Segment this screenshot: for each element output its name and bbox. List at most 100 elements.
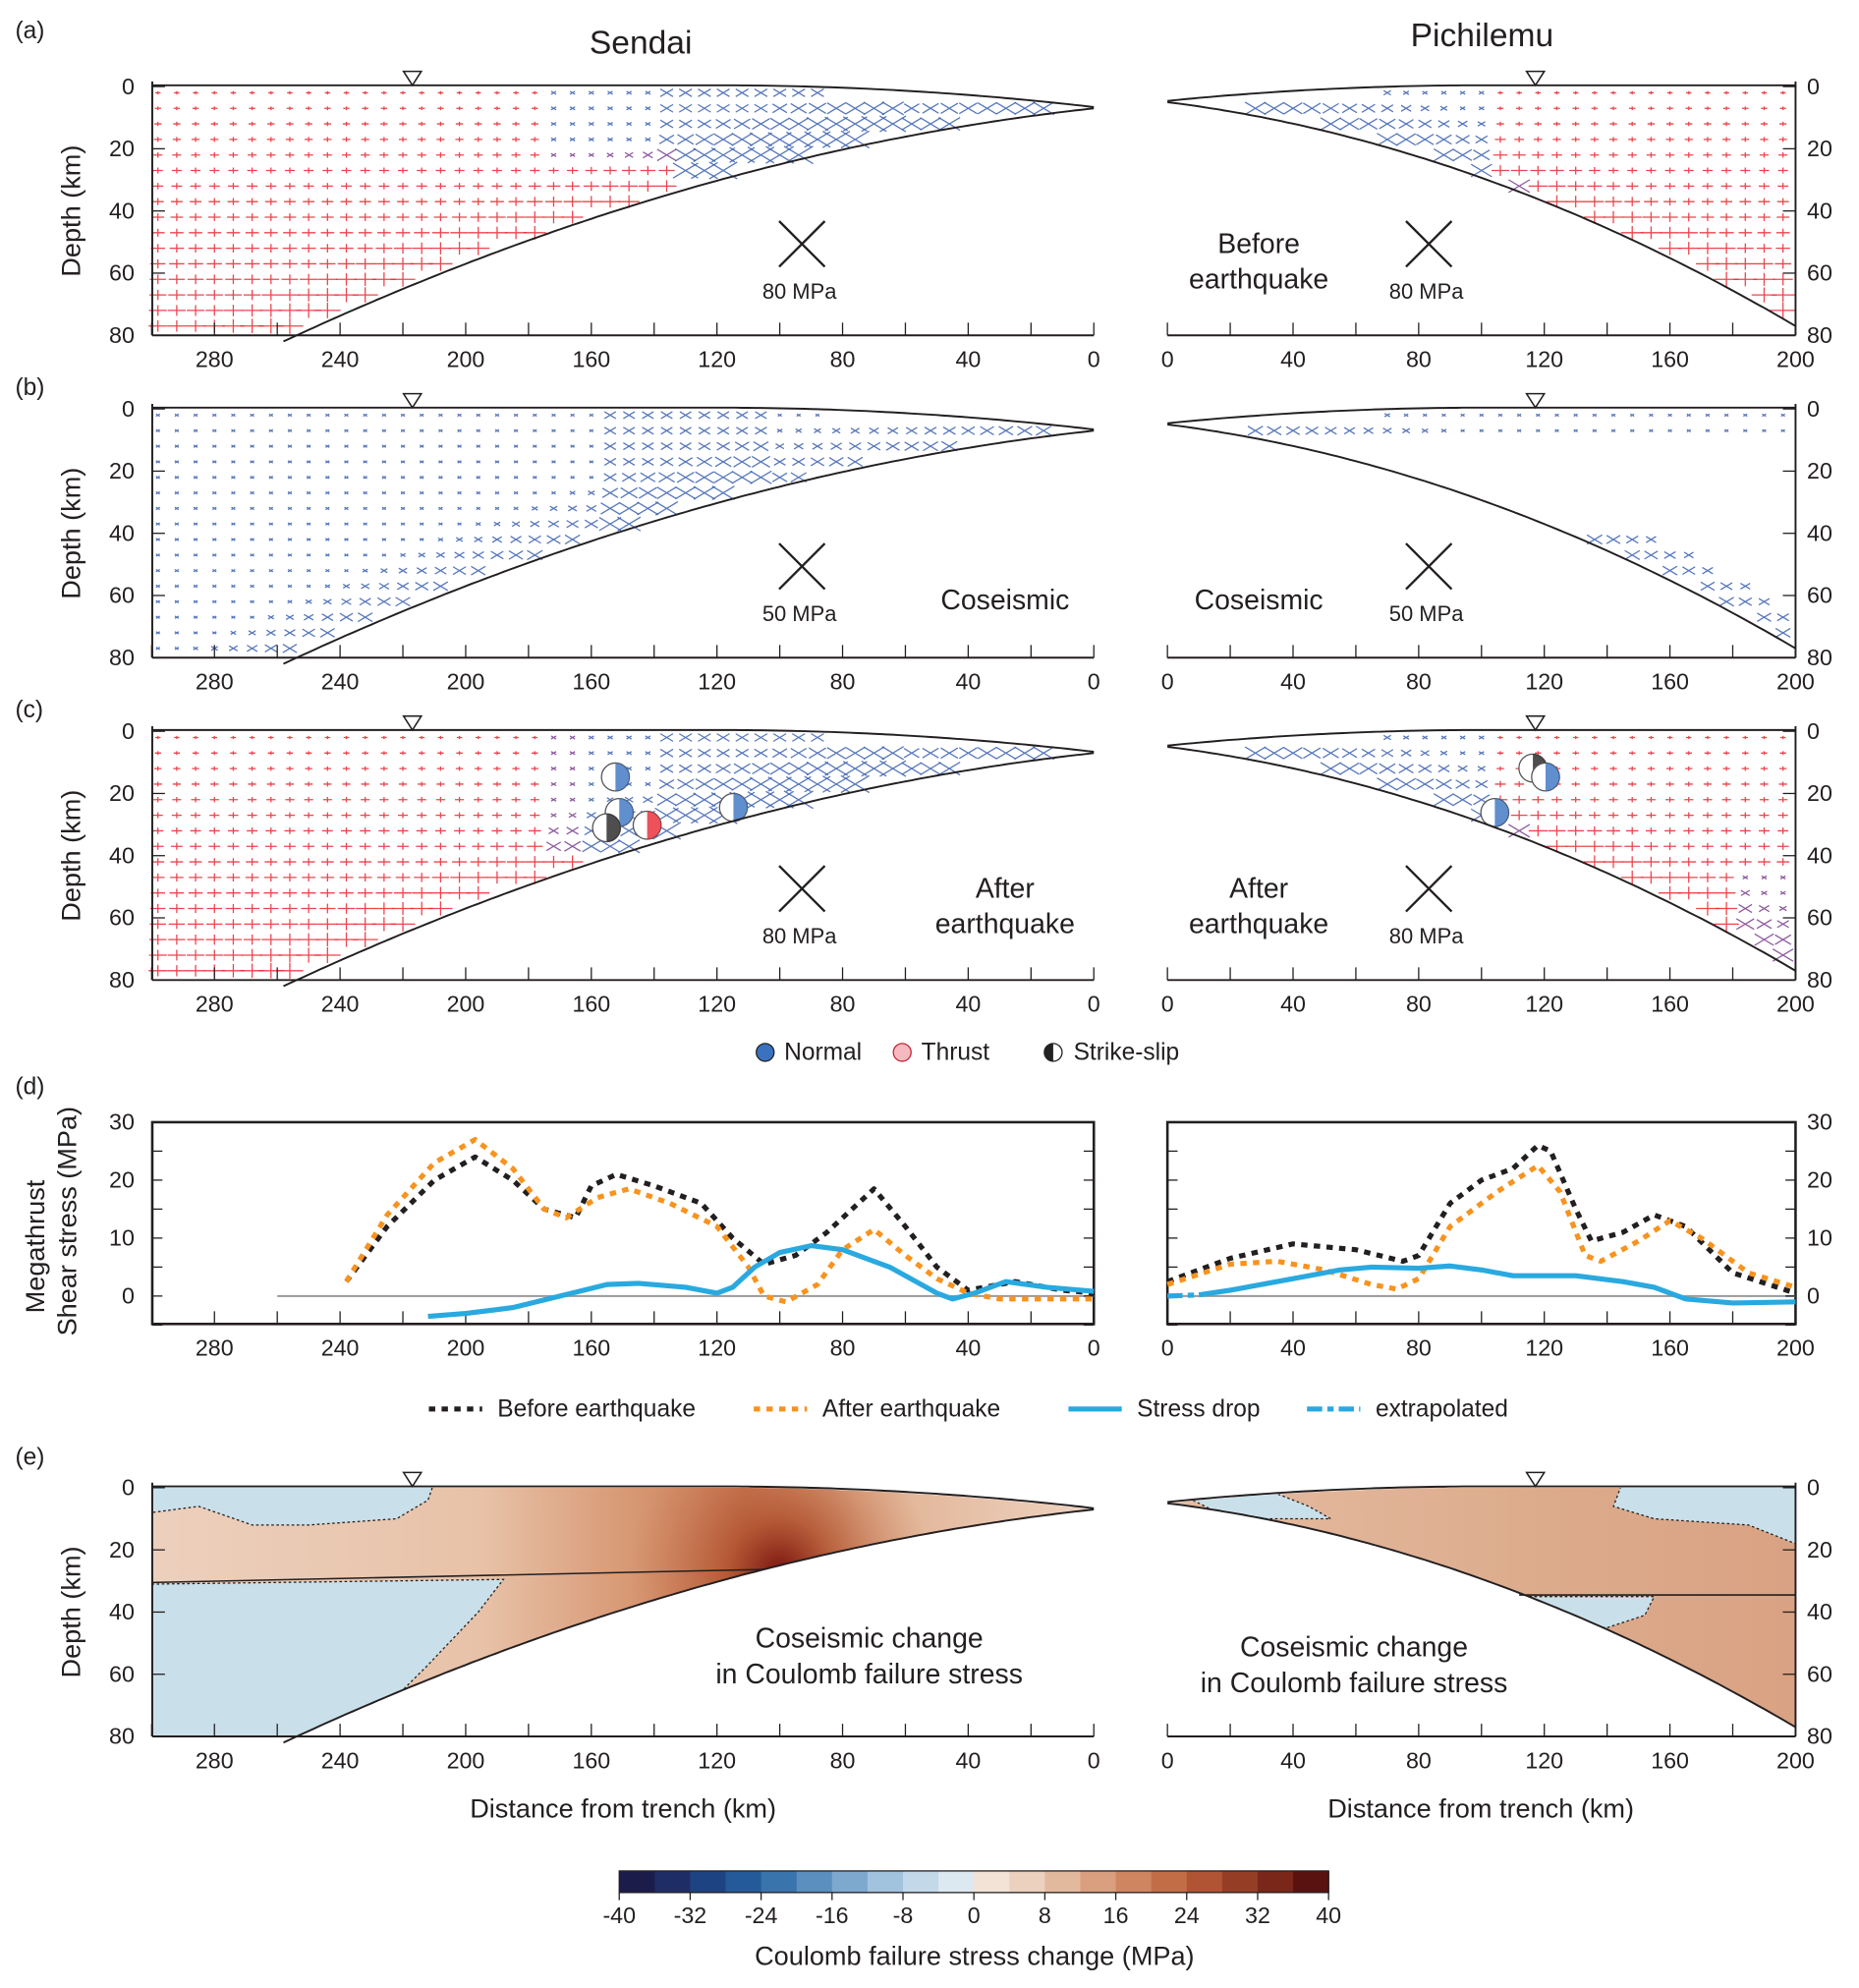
stress-cross-thrust: [340, 198, 353, 205]
stress-cross-normal: [174, 490, 180, 495]
stress-cross-normal: [1460, 413, 1465, 418]
stress-cross-normal: [783, 790, 814, 810]
stress-cross-thrust: [452, 857, 468, 867]
stress-cross-thrust: [1624, 841, 1641, 851]
stress-cross-thrust: [1679, 872, 1698, 883]
stress-cross-thrust: [324, 735, 331, 740]
stress-cross-normal: [1439, 105, 1448, 111]
stress-cross-normal: [672, 807, 699, 824]
stress-cross-thrust: [170, 213, 184, 221]
stress-cross-thrust: [453, 842, 466, 850]
stress-cross-thrust: [1702, 842, 1714, 850]
stress-cross-thrust: [319, 903, 336, 914]
ylabel-shear-stress: Shear stress (MPa): [51, 1107, 82, 1336]
stress-cross-normal: [476, 506, 481, 511]
stress-cross-normal: [1478, 90, 1485, 95]
stress-cross-thrust: [284, 812, 295, 819]
sendai-megathrust: [283, 107, 1095, 343]
depth-label-e: Depth (km): [55, 1546, 85, 1677]
stress-cross-normal: [1592, 413, 1598, 418]
stress-cross-normal: [363, 444, 367, 448]
stress-cross-thrust: [1605, 841, 1622, 852]
stress-cross-normal: [287, 553, 293, 557]
stress-cross-mixed: [1754, 933, 1774, 946]
stress-cross-normal: [530, 520, 540, 528]
stress-cross-thrust: [1570, 796, 1581, 803]
stress-cross-thrust: [1497, 90, 1503, 95]
stress-cross-thrust: [187, 919, 204, 930]
stress-cross-normal: [623, 426, 636, 435]
x-tick-label: 160: [1651, 1747, 1689, 1773]
stress-cross-normal: [1459, 90, 1466, 95]
stress-cross-thrust: [1549, 811, 1564, 820]
stress-cross-normal: [658, 472, 675, 483]
stress-cross-thrust: [1702, 198, 1714, 205]
stress-cross-thrust: [548, 167, 559, 174]
stress-cross-thrust: [1736, 243, 1754, 254]
stress-cross-normal: [659, 103, 674, 113]
stress-cross-normal: [1416, 134, 1435, 145]
stress-cross-thrust: [362, 735, 368, 740]
sendai-surface: [151, 406, 1095, 430]
stress-cross-thrust: [1773, 273, 1793, 286]
x-tick-label: 280: [196, 669, 234, 695]
stress-cross-thrust: [286, 121, 294, 127]
panel-label-e: (e): [15, 1445, 44, 1471]
stress-cross-thrust: [229, 121, 238, 127]
stress-cross-normal: [491, 536, 503, 543]
stress-cross-thrust: [1740, 812, 1751, 819]
stress-cross-normal: [155, 428, 160, 432]
stress-cross-normal: [847, 456, 864, 468]
depth-tick-label: 60: [1807, 260, 1832, 286]
stress-cross-thrust: [1512, 150, 1526, 159]
stress-cross-normal: [155, 599, 160, 604]
stress-cross-normal: [494, 413, 500, 418]
stress-cross-thrust: [431, 872, 449, 883]
stress-cross-normal: [419, 522, 424, 526]
stress-cross-normal: [589, 428, 594, 432]
stress-cross-thrust: [341, 167, 352, 174]
stress-cross-thrust: [1779, 90, 1786, 95]
stress-cross-normal: [806, 762, 829, 776]
stress-cross-normal: [432, 581, 449, 592]
stress-cross-thrust: [473, 167, 483, 174]
stress-cross-normal: [549, 505, 558, 512]
stress-cross-thrust: [1493, 150, 1508, 160]
stress-cross-normal: [1718, 596, 1735, 607]
stress-cross-normal: [923, 441, 938, 452]
stress-cross-normal: [513, 476, 519, 480]
stress-cross-normal: [1662, 565, 1678, 576]
stress-cross-thrust: [1494, 780, 1506, 788]
stress-cross-thrust: [281, 919, 299, 930]
stress-cross-normal: [193, 522, 198, 526]
depth-tick-label: 20: [109, 780, 135, 806]
stress-cross-thrust: [1718, 228, 1734, 238]
depth-tick-label: 0: [122, 1475, 135, 1501]
stress-cross-normal: [1380, 104, 1394, 113]
stress-cross-normal: [753, 441, 769, 452]
stress-cross-thrust: [656, 180, 677, 193]
stress-cross-normal: [1441, 413, 1446, 418]
stress-cross-thrust: [398, 137, 408, 142]
stress-cross-normal: [659, 764, 674, 773]
stress-cross-thrust: [491, 167, 502, 174]
stress-cross-thrust: [320, 873, 335, 881]
stress-cross-normal: [922, 102, 939, 114]
stress-cross-normal: [211, 568, 217, 573]
stress-cross-thrust: [1778, 797, 1788, 803]
stress-cross-thrust: [412, 886, 431, 899]
stress-cross-thrust: [190, 198, 202, 205]
stress-cross-normal: [363, 522, 367, 526]
stress-cross-normal: [942, 426, 956, 435]
stress-cross-normal: [363, 413, 367, 418]
stress-cross-thrust: [1569, 166, 1583, 175]
stress-cross-normal: [395, 596, 411, 607]
annotation: Coseismic change: [756, 1623, 984, 1655]
stress-cross-normal: [696, 456, 712, 468]
pichilemu-coast-triangle-icon: [1525, 392, 1547, 410]
stress-cross-thrust: [419, 90, 424, 95]
stress-cross-normal: [325, 444, 330, 448]
stress-cross-normal: [472, 550, 484, 559]
stress-cross-thrust: [301, 903, 316, 914]
stress-cross-thrust: [475, 766, 482, 771]
